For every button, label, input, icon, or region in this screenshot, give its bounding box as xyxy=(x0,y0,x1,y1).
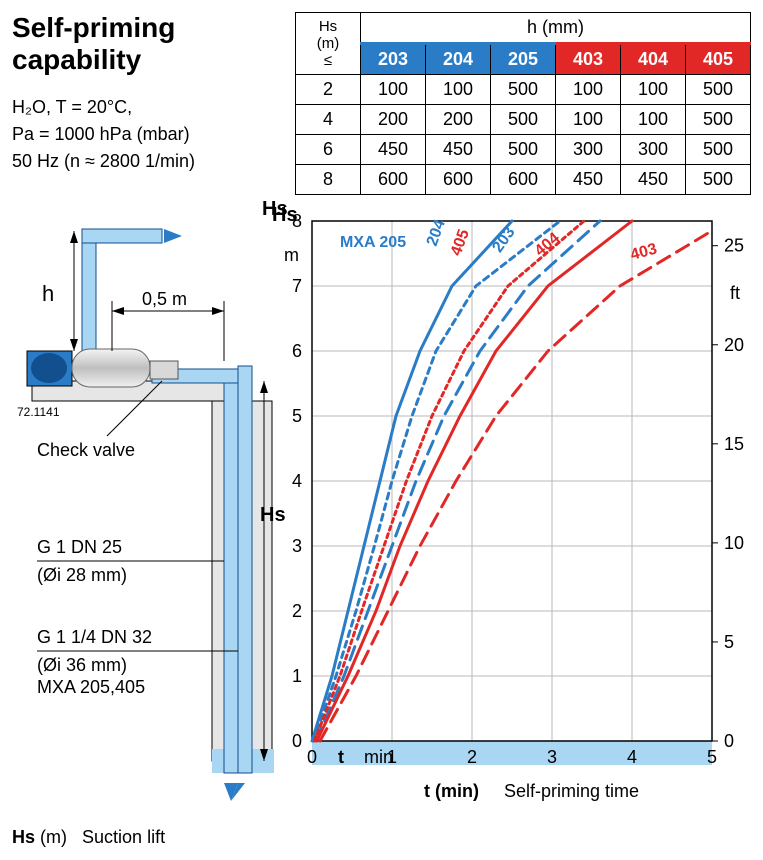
cond-line1: H₂O, T = 20°C, xyxy=(12,94,275,121)
capability-table: Hs(m)≤ h (mm) 203204205403404405 2100100… xyxy=(295,12,751,195)
hs-text: Suction lift xyxy=(82,827,165,847)
conditions: H₂O, T = 20°C, Pa = 1000 hPa (mbar) 50 H… xyxy=(12,94,275,175)
svg-text:203: 203 xyxy=(489,224,518,256)
svg-text:0,5 m: 0,5 m xyxy=(142,289,187,309)
svg-text:Hs: Hs xyxy=(262,201,288,220)
svg-text:3: 3 xyxy=(292,536,302,556)
svg-text:404: 404 xyxy=(532,230,563,260)
th-blue: 203 xyxy=(361,44,426,75)
svg-text:(Øi 36 mm): (Øi 36 mm) xyxy=(37,655,127,675)
page-title: Self-priming capability xyxy=(12,12,275,76)
svg-text:Check valve: Check valve xyxy=(37,440,135,460)
cond-line2: Pa = 1000 hPa (mbar) xyxy=(12,121,275,148)
cond-line3: 50 Hz (n ≈ 2800 1/min) xyxy=(12,148,275,175)
table-row: 6450450500300300500 xyxy=(296,135,751,165)
svg-text:m: m xyxy=(284,245,299,265)
svg-text:25: 25 xyxy=(724,236,744,256)
svg-text:4: 4 xyxy=(292,471,302,491)
svg-text:2: 2 xyxy=(467,747,477,767)
svg-text:6: 6 xyxy=(292,341,302,361)
th-hmm: h (mm) xyxy=(361,13,751,44)
th-blue: 204 xyxy=(426,44,491,75)
svg-text:5: 5 xyxy=(707,747,717,767)
svg-text:0: 0 xyxy=(292,731,302,751)
svg-text:15: 15 xyxy=(724,434,744,454)
svg-text:5: 5 xyxy=(292,406,302,426)
th-red: 404 xyxy=(621,44,686,75)
th-blue: 205 xyxy=(491,44,556,75)
table-row: 8600600600450450500 xyxy=(296,165,751,195)
svg-text:72.1141: 72.1141 xyxy=(17,405,60,419)
svg-text:405: 405 xyxy=(448,227,473,258)
main-area: 0123450123456780510152025Hsmfttmint (min… xyxy=(12,201,751,821)
svg-text:(Øi 28 mm): (Øi 28 mm) xyxy=(37,565,127,585)
th-hs: Hs(m)≤ xyxy=(296,13,361,75)
title-block: Self-priming capability H₂O, T = 20°C, P… xyxy=(12,12,275,175)
svg-text:7: 7 xyxy=(292,276,302,296)
svg-text:min: min xyxy=(364,747,393,767)
svg-text:403: 403 xyxy=(629,241,659,264)
svg-text:MXA 205: MXA 205 xyxy=(340,234,406,251)
th-red: 403 xyxy=(556,44,621,75)
svg-text:1: 1 xyxy=(292,666,302,686)
svg-text:h: h xyxy=(42,281,54,306)
hs-unit: (m) xyxy=(40,827,67,847)
svg-text:5: 5 xyxy=(724,632,734,652)
svg-text:4: 4 xyxy=(627,747,637,767)
svg-text:t (min): t (min) xyxy=(424,781,479,801)
svg-text:2: 2 xyxy=(292,601,302,621)
th-red: 405 xyxy=(686,44,751,75)
table-row: 2100100500100100500 xyxy=(296,75,751,105)
svg-text:MXA 205,405: MXA 205,405 xyxy=(37,677,145,697)
svg-text:ft: ft xyxy=(730,283,740,303)
svg-text:3: 3 xyxy=(547,747,557,767)
svg-text:0: 0 xyxy=(307,747,317,767)
svg-text:204: 204 xyxy=(424,217,449,248)
svg-text:G 1 1/4 DN 32: G 1 1/4 DN 32 xyxy=(37,627,152,647)
svg-text:G 1 DN 25: G 1 DN 25 xyxy=(37,537,122,557)
svg-text:20: 20 xyxy=(724,335,744,355)
hs-bold: Hs xyxy=(12,827,35,847)
column-row: 203204205403404405 xyxy=(296,44,751,75)
table-row: 4200200500100100500 xyxy=(296,105,751,135)
svg-text:10: 10 xyxy=(724,533,744,553)
figure-svg: 0123450123456780510152025Hsmfttmint (min… xyxy=(12,201,752,821)
svg-text:0: 0 xyxy=(724,731,734,751)
top-row: Self-priming capability H₂O, T = 20°C, P… xyxy=(12,12,751,195)
svg-text:t: t xyxy=(338,747,344,767)
svg-text:Self-priming time: Self-priming time xyxy=(504,781,639,801)
